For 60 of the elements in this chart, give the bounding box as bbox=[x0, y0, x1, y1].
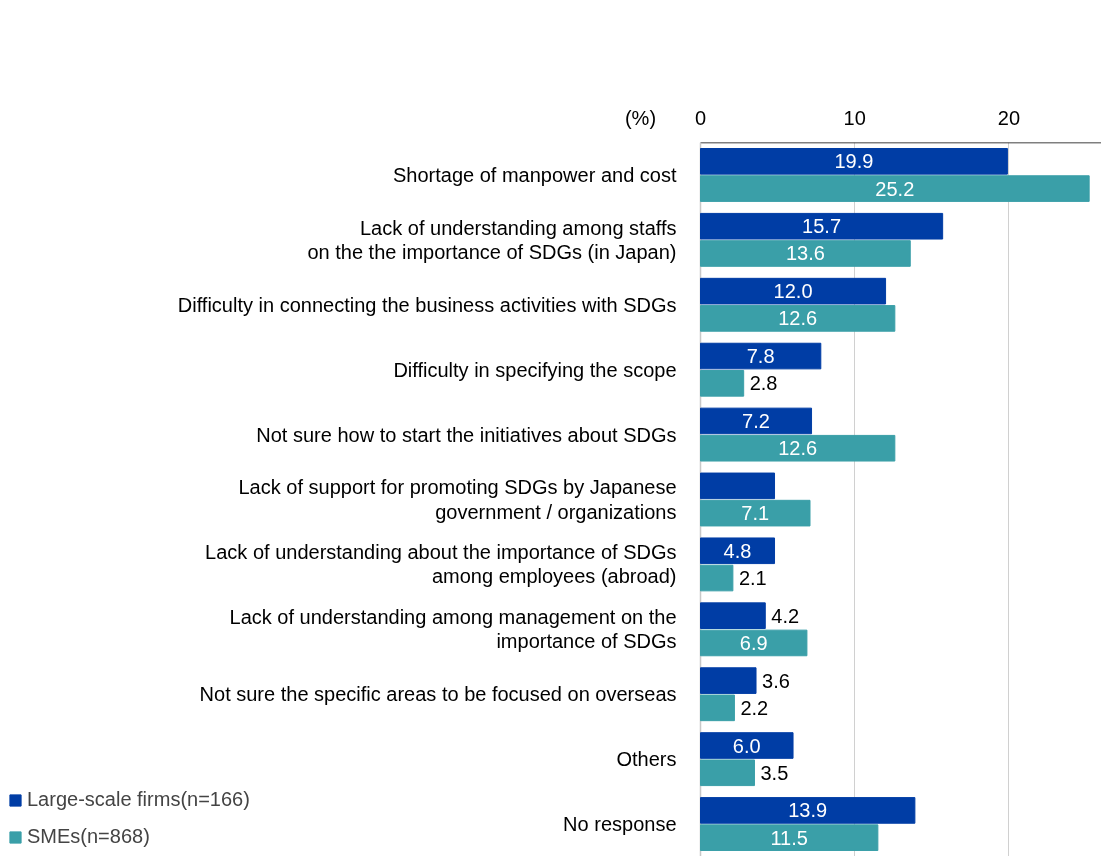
y-tick-label: Lack of understanding among staffs on the the importance of SDGs (in Japan) bbox=[307, 216, 677, 263]
y-tick-label: Not sure the specific areas to be focused on overseas bbox=[199, 683, 677, 706]
data-label: 12.0 bbox=[773, 280, 813, 303]
data-label: 3.6 bbox=[762, 669, 790, 692]
data-label: 7.1 bbox=[741, 502, 770, 525]
bar bbox=[700, 407, 813, 435]
y-tick-label: Not sure how to start the initiatives about SDGs bbox=[256, 423, 677, 446]
data-label: 4.2 bbox=[771, 604, 800, 627]
y-tick-label: Lack of understanding about the importance of SDGs among employees (abroad) bbox=[205, 541, 677, 588]
bar bbox=[700, 434, 896, 462]
bar bbox=[700, 240, 911, 267]
data-label: 13.9 bbox=[788, 799, 828, 822]
x-tick-label: 0 bbox=[694, 106, 707, 129]
bar bbox=[700, 277, 887, 305]
bar bbox=[700, 212, 944, 240]
data-label: 15.7 bbox=[802, 215, 842, 238]
y-tick-label: Difficulty in specifying the scope bbox=[393, 358, 677, 381]
y-tick-label: Shortage of manpower and cost bbox=[392, 163, 677, 186]
data-label: 7.8 bbox=[746, 345, 775, 368]
legend-label: SMEs(n=868) bbox=[27, 825, 150, 848]
x-tick-label: 20 bbox=[997, 106, 1021, 129]
bar bbox=[700, 667, 757, 694]
bar bbox=[700, 694, 735, 722]
data-label: 4.8 bbox=[723, 539, 752, 562]
data-label: 12.6 bbox=[778, 437, 818, 460]
bar bbox=[700, 602, 766, 629]
y-tick-label: Lack of understanding among management on the importance of SDGs bbox=[229, 606, 677, 653]
y-tick-label: Others bbox=[616, 748, 677, 771]
y-tick-label: Difficulty in connecting the business activities with SDGs bbox=[177, 293, 677, 316]
data-label: 6.0 bbox=[732, 734, 761, 757]
bar bbox=[700, 472, 776, 500]
bar bbox=[700, 824, 879, 851]
data-label: 12.6 bbox=[778, 307, 818, 330]
data-label: 2.2 bbox=[740, 696, 769, 719]
data-label: 25.2 bbox=[875, 177, 915, 200]
bar bbox=[700, 175, 1090, 202]
legend-label: Large-scale firms(n=166) bbox=[27, 788, 250, 811]
bar bbox=[700, 305, 896, 332]
bar bbox=[700, 732, 794, 759]
y-tick-label: No response bbox=[563, 813, 677, 836]
bar bbox=[700, 564, 734, 592]
data-label: 6.9 bbox=[739, 631, 768, 654]
data-label: 7.2 bbox=[742, 409, 770, 432]
data-label: 2.8 bbox=[749, 372, 778, 395]
bar bbox=[700, 629, 808, 657]
bar bbox=[700, 148, 1008, 175]
data-label: 11.5 bbox=[770, 826, 808, 849]
x-tick-label: 10 bbox=[843, 106, 866, 129]
data-label: 3.5 bbox=[760, 761, 789, 784]
bar bbox=[700, 537, 776, 565]
bar bbox=[700, 370, 745, 397]
y-tick-label: Lack of support for promoting SDGs by Japanese government / organizations bbox=[238, 476, 677, 523]
data-label: 13.6 bbox=[785, 242, 825, 265]
x-axis-title: (%) bbox=[624, 106, 657, 129]
bar bbox=[700, 499, 811, 527]
data-label: 2.1 bbox=[738, 567, 767, 590]
bar bbox=[700, 759, 755, 787]
bar bbox=[700, 797, 916, 824]
data-label: 19.9 bbox=[834, 150, 874, 173]
bar bbox=[700, 342, 822, 370]
